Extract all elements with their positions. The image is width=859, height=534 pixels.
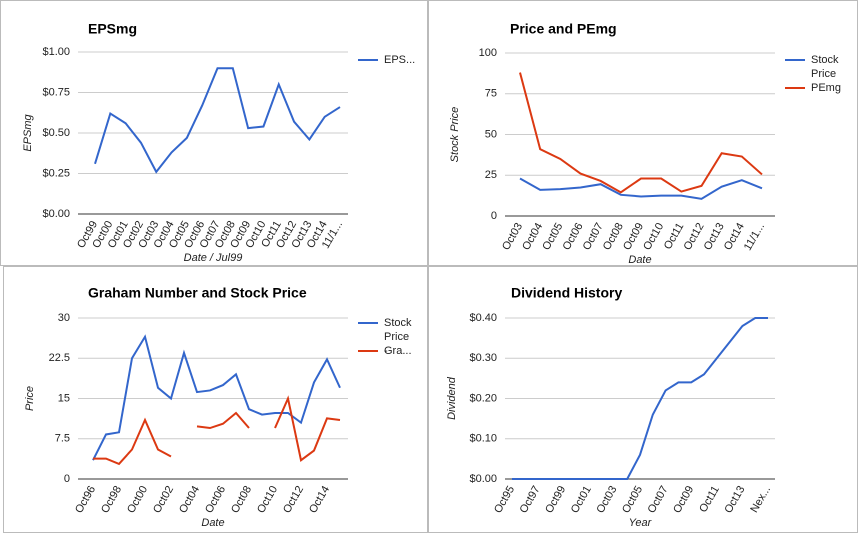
chart-title: Graham Number and Stock Price — [88, 285, 307, 301]
x-axis-label: Date / Jul99 — [184, 252, 243, 264]
panel — [428, 266, 858, 533]
y-tick-label: 50 — [485, 128, 497, 140]
series-line — [519, 177, 763, 200]
y-tick-label: $0.00 — [42, 208, 70, 220]
legend-label: Stock Price - — [384, 317, 412, 357]
y-tick-label: 75 — [485, 88, 497, 100]
x-axis-label: Date — [628, 254, 651, 266]
y-tick-label: $0.30 — [469, 352, 497, 364]
y-tick-label: $1.00 — [42, 46, 70, 58]
y-tick-label: 30 — [58, 312, 70, 324]
y-tick-label: $0.75 — [42, 86, 70, 98]
series-line — [94, 67, 341, 174]
y-axis-label: Price — [24, 386, 36, 411]
y-tick-label: 7.5 — [55, 433, 70, 445]
legend-label: PEmg — [811, 82, 841, 94]
x-axis-label: Year — [629, 517, 653, 529]
series-line — [512, 317, 768, 480]
y-tick-label: $0.50 — [42, 127, 70, 139]
panel — [428, 0, 858, 266]
y-tick-label: 0 — [491, 210, 497, 222]
legend-label: EPS... — [384, 54, 415, 66]
y-tick-label: $0.10 — [469, 433, 497, 445]
panel — [3, 266, 428, 533]
x-axis-label: Date — [201, 517, 224, 529]
y-tick-label: $0.40 — [469, 312, 497, 324]
y-tick-label: 25 — [485, 169, 497, 181]
series-line — [519, 72, 763, 194]
y-tick-label: $0.25 — [42, 167, 70, 179]
chart-title: EPSmg — [88, 21, 137, 37]
y-axis-label: Stock Price — [449, 107, 461, 163]
legend-label: Stock Price — [811, 54, 839, 80]
chart-title: Dividend History — [511, 285, 622, 301]
y-tick-label: 15 — [58, 392, 70, 404]
y-tick-label: 0 — [64, 473, 70, 485]
y-tick-label: 22.5 — [49, 352, 70, 364]
y-tick-label: $0.20 — [469, 392, 497, 404]
series-line — [92, 334, 341, 461]
series-line — [93, 395, 341, 466]
legend-label: Gra... — [384, 345, 412, 357]
y-tick-label: 100 — [479, 47, 497, 59]
y-axis-label: EPSmg — [22, 113, 34, 151]
y-tick-label: $0.00 — [469, 473, 497, 485]
y-axis-label: Dividend — [446, 376, 458, 420]
chart-title: Price and PEmg — [510, 21, 617, 37]
